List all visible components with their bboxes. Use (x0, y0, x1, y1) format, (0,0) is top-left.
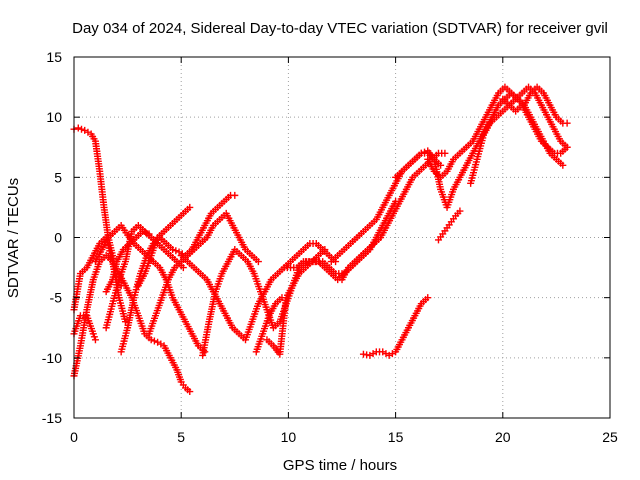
chart-title: Day 034 of 2024, Sidereal Day-to-day VTE… (72, 20, 608, 37)
data-point (231, 191, 239, 199)
series-arc-10 (145, 209, 262, 338)
x-tick-label: 5 (177, 429, 185, 445)
data-point (78, 125, 86, 133)
data-point (139, 227, 147, 235)
data-marks (70, 83, 571, 396)
series-arc-23 (434, 207, 464, 244)
x-tick-label: 20 (495, 429, 511, 445)
data-point (121, 318, 129, 326)
y-tick-label: 5 (54, 169, 62, 185)
series-arc-19 (392, 89, 567, 211)
series-arc-15 (280, 240, 340, 272)
data-point (169, 246, 177, 254)
data-point (421, 148, 429, 156)
y-tick-label: -5 (50, 290, 63, 306)
series-arc-7 (102, 227, 153, 296)
data-point (186, 203, 194, 211)
series-arc-17 (338, 149, 449, 284)
data-point (563, 119, 571, 127)
series-arc-22 (499, 95, 571, 157)
series-arc-21 (467, 83, 571, 187)
data-point (417, 149, 425, 157)
grid-lines (74, 57, 610, 418)
series-arc-2 (70, 252, 194, 396)
y-tick-label: -10 (42, 350, 62, 366)
series-arc-6 (102, 221, 187, 332)
data-point (437, 161, 445, 169)
series-arc-13 (252, 294, 286, 356)
data-point (424, 294, 432, 302)
data-point (563, 143, 571, 151)
axis-ticks: 0 5 10 15 20 25 -15 -10 -5 0 5 10 15 (42, 49, 618, 445)
y-tick-label: 15 (46, 49, 62, 65)
data-point (441, 149, 449, 157)
data-point (559, 161, 567, 169)
y-tick-label: 10 (46, 109, 62, 125)
data-point (172, 247, 180, 255)
data-point (147, 336, 155, 344)
x-tick-label: 25 (602, 429, 618, 445)
y-axis-title: SDTVAR / TECUs (5, 178, 22, 298)
data-point (142, 229, 150, 237)
data-point (91, 336, 99, 344)
series-arc-4 (70, 312, 99, 344)
x-tick-label: 0 (70, 429, 78, 445)
x-tick-label: 10 (281, 429, 297, 445)
series-arc-18 (359, 294, 432, 359)
data-point (186, 388, 194, 396)
x-tick-label: 15 (388, 429, 404, 445)
data-point (179, 264, 187, 272)
series-arc-14 (263, 246, 329, 358)
data-point (150, 337, 158, 345)
data-point (74, 124, 82, 132)
data-point (254, 258, 262, 266)
data-point (145, 230, 153, 238)
series-arc-9 (134, 203, 194, 290)
data-point (456, 207, 464, 215)
y-tick-label: -15 (42, 410, 62, 426)
y-tick-label: 0 (54, 230, 62, 246)
x-axis-title: GPS time / hours (283, 457, 397, 474)
